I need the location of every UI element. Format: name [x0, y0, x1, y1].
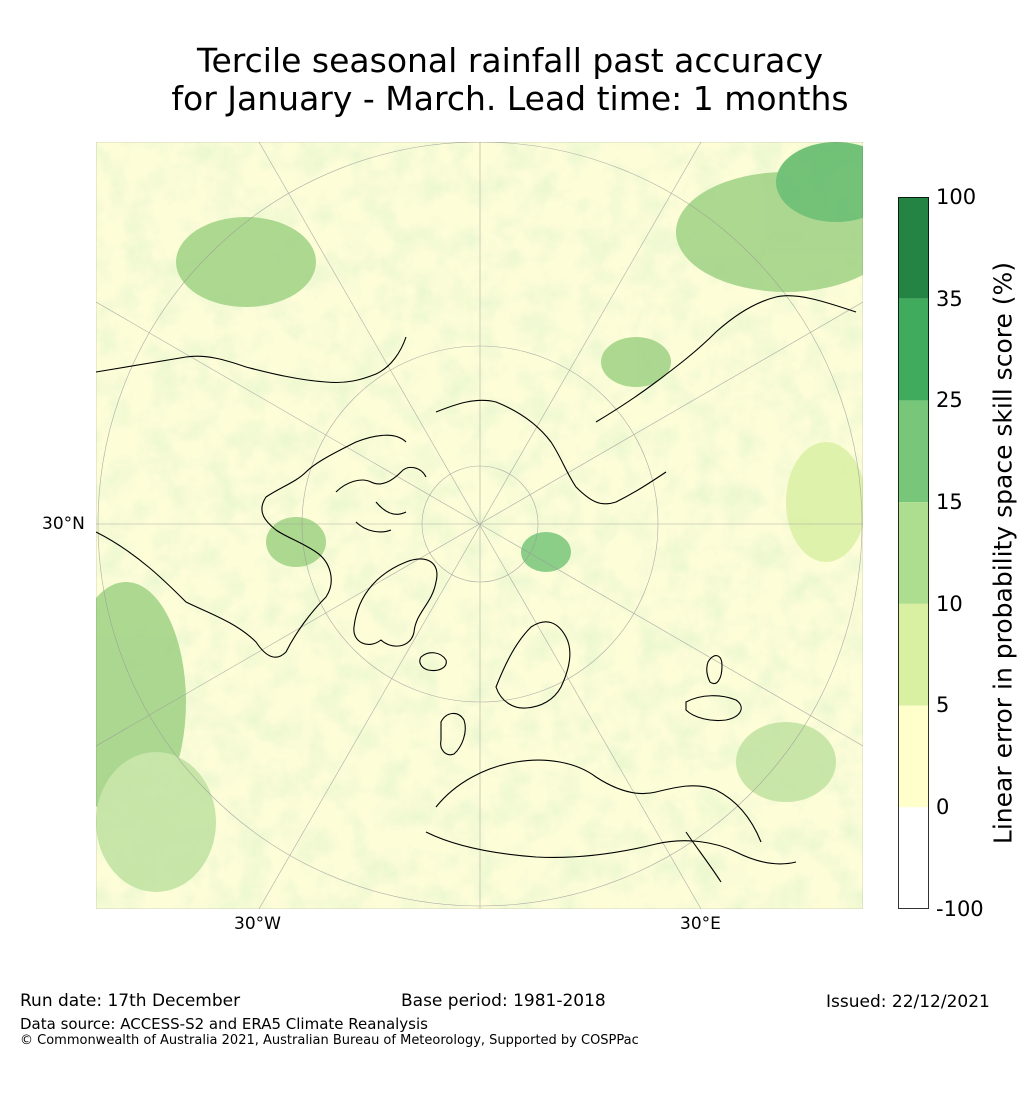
copyright: © Commonwealth of Australia 2021, Austra…	[20, 1033, 639, 1048]
colorbar-tick-15: 15	[936, 490, 963, 514]
coast-iceland	[419, 652, 447, 672]
lat-label-30n: 30°N	[42, 514, 85, 534]
coast-africa	[425, 831, 797, 865]
colorbar-segment--100-0	[898, 807, 929, 909]
colorbar-tick-0: 0	[936, 795, 950, 819]
colorbar-tick-25: 25	[936, 388, 963, 412]
coast-red-sea	[685, 831, 722, 883]
skill-score-map	[96, 142, 863, 909]
coast-asia-east	[595, 295, 857, 423]
colorbar-segment-15-25	[898, 400, 929, 503]
coast-scandinavia	[495, 621, 571, 709]
coast-black-sea	[685, 695, 742, 722]
coast-greenland	[353, 558, 438, 647]
colorbar-segment-0-5	[898, 705, 929, 808]
colorbar-label: Linear error in probability space skill …	[988, 261, 1018, 845]
colorbar-tick-5: 5	[936, 693, 950, 717]
coast-north-america	[96, 434, 407, 658]
coast-europe	[435, 759, 762, 843]
coast-caspian	[706, 655, 723, 685]
colorbar-border	[898, 197, 929, 909]
run-date: Run date: 17th December	[20, 991, 241, 1011]
colorbar-tick-10: 10	[936, 592, 963, 616]
issued-date: Issued: 22/12/2021	[826, 992, 990, 1012]
colorbar-segment-25-35	[898, 298, 929, 401]
lon-label-30e: 30°E	[680, 914, 721, 934]
coast-alaska	[96, 336, 407, 384]
colorbar	[898, 197, 929, 909]
colorbar-segment-35-100	[898, 197, 929, 299]
chart-title-line2: for January - March. Lead time: 1 months	[171, 79, 849, 118]
lon-label-30w: 30°W	[234, 914, 281, 934]
colorbar-tick-100: 100	[936, 185, 977, 209]
coast-canadian-arctic	[335, 466, 427, 533]
coast-siberia	[435, 399, 667, 505]
graticule	[96, 142, 863, 909]
coast-uk	[440, 712, 466, 756]
colorbar-segment-10-15	[898, 502, 929, 604]
chart-title-line1: Tercile seasonal rainfall past accuracy	[196, 41, 824, 80]
skill-green-zones	[96, 142, 863, 892]
data-source: Data source: ACCESS-S2 and ERA5 Climate …	[20, 1015, 428, 1033]
colorbar-tick-35: 35	[936, 287, 963, 311]
coastlines	[96, 295, 857, 883]
colorbar-tick-minus100: -100	[936, 897, 984, 921]
base-period: Base period: 1981-2018	[401, 991, 606, 1011]
colorbar-segment-5-10	[898, 603, 929, 706]
